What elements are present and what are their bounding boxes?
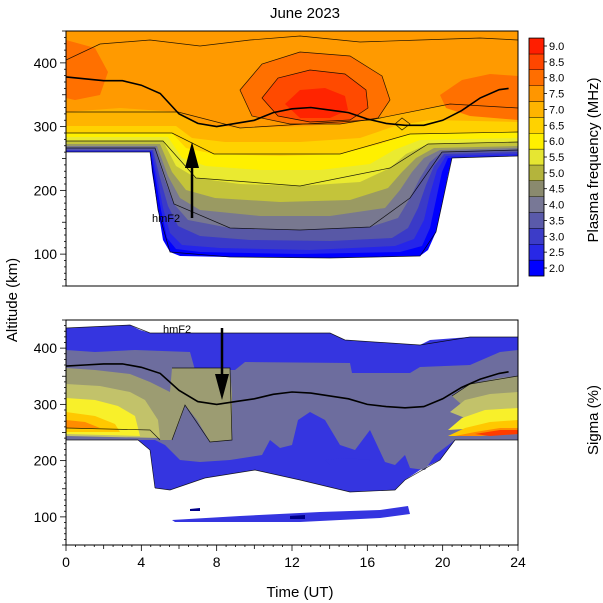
colorbar-swatch: [528, 164, 545, 181]
panel1-heatmap: [66, 31, 518, 286]
panel2-hmf2-label: hmF2: [163, 324, 191, 336]
panel2-contour-lines: [66, 324, 518, 493]
colorbar-tick-label: 3.5: [549, 215, 564, 227]
x-tick-label: 16: [360, 554, 376, 570]
panel1-y-tick-label: 300: [34, 119, 58, 135]
colorbar-tick-label: 5.0: [549, 168, 564, 180]
y-axis-label: Altitude (km): [4, 258, 21, 342]
colorbar-tick-label: 2.5: [549, 247, 564, 259]
x-tick-label: 4: [137, 554, 145, 570]
panel1-hmf2-label: hmF2: [152, 213, 180, 225]
colorbar-swatch: [528, 243, 545, 261]
panel1-y-tick-label: 100: [34, 246, 58, 262]
colorbar-tick-label: 7.5: [549, 89, 564, 101]
colorbar-tick-label: 6.5: [549, 120, 564, 132]
colorbar-swatch: [528, 228, 545, 245]
panel1-hmf2-arrowhead: [185, 142, 199, 168]
colorbar-swatch: [528, 212, 545, 229]
colorbar-tick-label: 4.0: [549, 200, 564, 212]
colorbar-label: Plasma frequency (MHz): [585, 77, 602, 242]
panel2-hmf2-path: [65, 363, 509, 409]
colorbar-swatch: [528, 53, 545, 71]
panel2-region-yellow: [66, 398, 518, 436]
colorbar: 2.0 2.5 3.0 3.5 4.0 4.5 5.0 5.5 6.0 6.5 7.0 7.5 8.0 8…: [528, 37, 564, 277]
colorbar-swatch: [528, 132, 545, 150]
colorbar-swatch: [528, 148, 545, 166]
panel1-y-tick-label: 400: [34, 55, 58, 71]
panel2-y-tick-label: 200: [34, 453, 58, 469]
panel1-title: June 2023: [270, 5, 340, 22]
colorbar-swatch: [528, 196, 545, 213]
sigma-label: Sigma (%): [585, 385, 602, 455]
panel2-spot-small: [325, 458, 370, 465]
colorbar-tick-label: 8.0: [549, 73, 564, 85]
colorbar-swatch: [528, 85, 545, 102]
x-tick-label: 20: [435, 554, 451, 570]
x-tick-label: 12: [284, 554, 300, 570]
panel2-y-tick-label: 300: [34, 396, 58, 412]
colorbar-swatch: [528, 117, 545, 134]
colorbar-frame: [528, 37, 545, 277]
colorbar-tick-label: 2.0: [549, 263, 564, 275]
panel2-spot-blue: [172, 506, 410, 522]
panel2-region-red: [475, 430, 518, 436]
x-axis-label: Time (UT): [267, 584, 334, 601]
panel1-hmf2-path: [65, 76, 509, 128]
colorbar-tick-label: 6.0: [549, 136, 564, 148]
colorbar-tick-label: 4.5: [549, 184, 564, 196]
panel2-hmf2-line: [65, 363, 509, 409]
colorbar-tick-label: 9.0: [549, 41, 564, 53]
panel1-contour-lines: [66, 35, 518, 259]
x-tick-label: 24: [510, 554, 526, 570]
panel1-y-axis: 100 200 300 400: [34, 30, 66, 287]
panel2-heatmap: [66, 320, 518, 545]
colorbar-tick-label: 3.0: [549, 231, 564, 243]
panel2-hmf2-arrowhead: [215, 374, 229, 400]
colorbar-swatch: [528, 69, 545, 86]
x-tick-label: 0: [62, 554, 70, 570]
panel2-region-orange: [66, 420, 518, 436]
panel2-region-olive: [66, 368, 518, 442]
colorbar-tick-label: 8.5: [549, 57, 564, 69]
panel1-y-tick-label: 200: [34, 182, 58, 198]
x-tick-label: 8: [213, 554, 221, 570]
panel2-spot-dark: [190, 508, 305, 519]
panel2-y-tick-label: 400: [34, 340, 58, 356]
colorbar-tick-label: 7.0: [549, 104, 564, 116]
panel2-y-tick-label: 100: [34, 509, 58, 525]
colorbar-swatch: [528, 37, 545, 55]
panel1-hmf2-line: [65, 76, 509, 128]
colorbar-swatch: [528, 259, 545, 277]
panel2-axes: 100 200 300 400 0 4 8 12 16 20 24: [34, 319, 526, 570]
colorbar-swatch: [528, 101, 545, 118]
colorbar-tick-label: 5.5: [549, 152, 564, 164]
colorbar-swatch: [528, 180, 545, 197]
